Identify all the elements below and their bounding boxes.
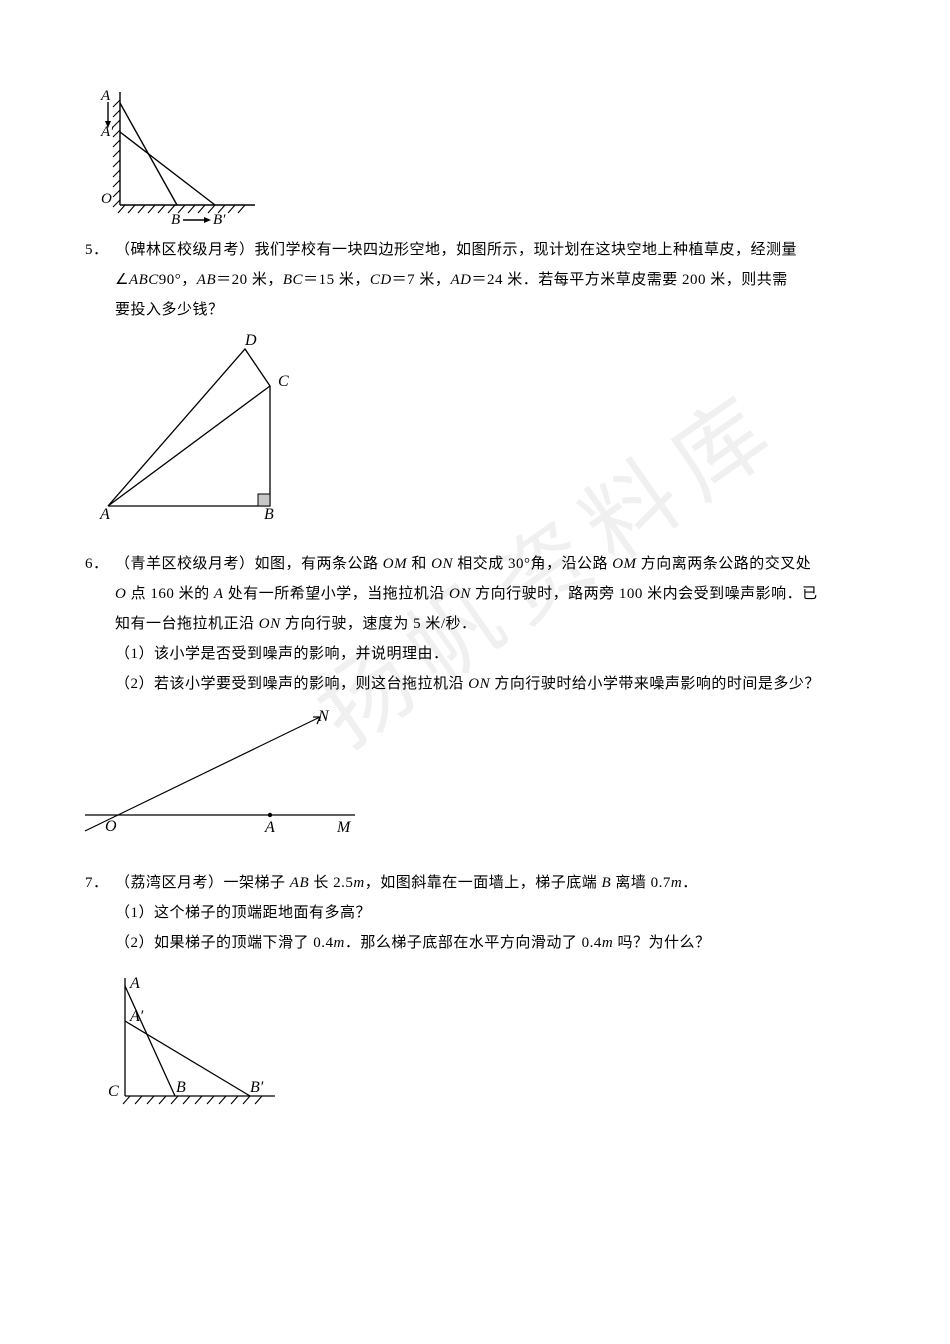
- problem-number: 7．: [85, 868, 115, 898]
- t: 若每平方米草皮需要 200 米，则共需: [538, 272, 788, 288]
- problem-6: 6．（青羊区校级月考）如图，有两条公路 OM 和 ON 相交成 30°角，沿公路…: [85, 549, 865, 840]
- t: 如图，有两条公路: [255, 556, 383, 572]
- q1: （1）该小学是否受到噪声的影响，并说明理由．: [85, 639, 865, 669]
- text: 要投入多少钱？: [85, 295, 865, 325]
- t: 吗？为什么？: [613, 935, 710, 951]
- problem-number: 5．: [85, 235, 115, 265]
- fig-6: N O A M: [75, 705, 865, 840]
- source: （青羊区校级月考）: [115, 556, 255, 572]
- label-B: B: [264, 506, 274, 521]
- t: 方向行驶，速度为 5 米/秒．: [281, 616, 477, 632]
- t: OM: [612, 556, 636, 572]
- t: 相交成 30°角，沿公路: [453, 556, 612, 572]
- t: m: [353, 875, 364, 891]
- problem-7: 7．（荔湾区月考）一架梯子 AB 长 2.5m，如图斜靠在一面墙上，梯子底端 B…: [85, 868, 865, 1116]
- text: 我们学校有一块四边形空地，如图所示，现计划在这块空地上种植草皮，经测量: [255, 242, 798, 258]
- t: AB: [197, 272, 216, 288]
- label-B: B: [171, 212, 180, 228]
- fig-4: A A′ O B B′: [85, 80, 865, 235]
- label-M: M: [336, 819, 352, 836]
- t: （2）若该小学要受到噪声的影响，则这台拖拉机沿: [115, 676, 468, 692]
- t: ．那么梯子底部在水平方向滑动了 0.4: [345, 935, 602, 951]
- t: A: [214, 586, 224, 602]
- t: 离墙 0.7: [611, 875, 671, 891]
- t: B: [601, 875, 611, 891]
- problem-number: 6．: [85, 549, 115, 579]
- label-Ap: A′: [129, 1008, 144, 1025]
- q1: （1）这个梯子的顶端距地面有多高？: [85, 898, 865, 928]
- label-A: A: [264, 819, 275, 836]
- t: AB: [290, 875, 309, 891]
- t: 方向离两条公路的交叉处: [637, 556, 812, 572]
- t: ∠: [115, 272, 129, 288]
- label-A: A: [99, 506, 110, 521]
- label-C: C: [278, 373, 289, 390]
- t: ON: [431, 556, 453, 572]
- label-A: A: [129, 975, 140, 992]
- t: OM: [383, 556, 407, 572]
- t: 90°，: [159, 272, 197, 288]
- label-O: O: [105, 818, 117, 835]
- t: ＝24 米．: [471, 272, 538, 288]
- t: 处有一所希望小学，当拖拉机沿: [224, 586, 450, 602]
- fig-7: A A′ C B B′: [100, 966, 865, 1116]
- t: ON: [259, 616, 281, 632]
- t: m: [671, 875, 682, 891]
- label-B: B: [176, 1079, 186, 1096]
- t: 点 160 米的: [126, 586, 214, 602]
- t: 方向行驶时，路两旁 100 米内会受到噪声影响．已: [471, 586, 818, 602]
- t: 和: [407, 556, 431, 572]
- t: ，如图斜靠在一面墙上，梯子底端: [365, 875, 602, 891]
- t: ＝15 米，: [303, 272, 370, 288]
- t: 知有一台拖拉机正沿: [115, 616, 259, 632]
- t: 方向行驶时给小学带来噪声影响的时间是多少？: [490, 676, 820, 692]
- t: ＝20 米，: [216, 272, 283, 288]
- label-O: O: [101, 191, 112, 207]
- source: （碑林区校级月考）: [115, 242, 255, 258]
- t: m: [602, 935, 613, 951]
- source: （荔湾区月考）: [115, 875, 224, 891]
- t: m: [334, 935, 345, 951]
- t: 一架梯子: [224, 875, 290, 891]
- fig-5: A B C D: [90, 331, 865, 521]
- t: ON: [449, 586, 471, 602]
- label-D: D: [244, 332, 257, 349]
- t: ABC: [129, 272, 159, 288]
- t: （2）如果梯子的顶端下滑了 0.4: [115, 935, 334, 951]
- label-C: C: [108, 1083, 119, 1100]
- t: ．: [682, 875, 698, 891]
- label-Ap: A′: [100, 124, 114, 140]
- label-A: A: [100, 88, 111, 104]
- t: BC: [283, 272, 303, 288]
- t: ON: [468, 676, 490, 692]
- t: AD: [450, 272, 471, 288]
- label-Bp: B′: [250, 1079, 264, 1096]
- label-N: N: [317, 708, 330, 725]
- label-Bp: B′: [213, 212, 226, 228]
- t: 长 2.5: [309, 875, 353, 891]
- t: CD: [370, 272, 392, 288]
- t: ＝7 米，: [392, 272, 451, 288]
- t: O: [115, 586, 126, 602]
- problem-5: 5．（碑林区校级月考）我们学校有一块四边形空地，如图所示，现计划在这块空地上种植…: [85, 235, 865, 521]
